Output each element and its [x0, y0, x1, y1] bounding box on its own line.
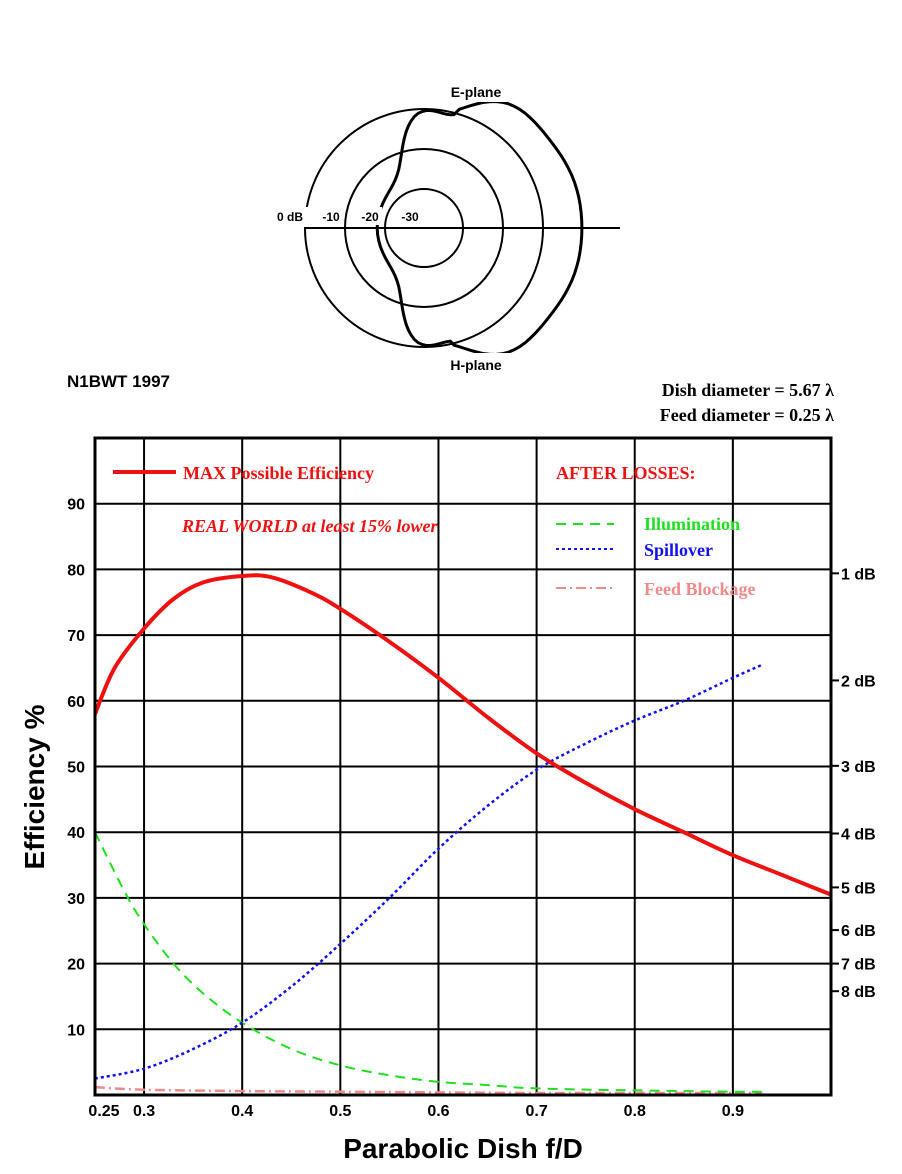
- legend-label-max: MAX Possible Efficiency: [183, 463, 374, 483]
- author-credit: N1BWT 1997: [67, 372, 170, 391]
- series-line-spillover: [94, 663, 763, 1080]
- db-tick-label: 3 dB: [841, 759, 876, 776]
- legend-label-feed-blockage: Feed Blockage: [644, 579, 755, 599]
- feed-pattern-diagram: E-plane H-plane 0 dB -10 -20 -30: [277, 80, 620, 375]
- y-tick-label: 60: [67, 694, 85, 711]
- y-tick-label: 90: [67, 497, 85, 514]
- y-axis-title: Efficiency %: [19, 704, 50, 869]
- ring-label-bg-3: [398, 207, 422, 225]
- x-tick-label: 0.8: [624, 1103, 646, 1120]
- series-line-illumination: [94, 831, 763, 1093]
- chart-series: [93, 573, 832, 1095]
- ring-label-bg-1: [318, 207, 342, 225]
- x-tick-labels: 0.25 0.3 0.4 0.5 0.6 0.7 0.8 0.9: [88, 1103, 744, 1120]
- y-tick-labels: 10 20 30 40 50 60 70 80 90: [67, 497, 85, 1040]
- x-tick-label: 0.4: [231, 1103, 253, 1120]
- x-axis-title: Parabolic Dish f/D: [343, 1133, 583, 1164]
- dish-diameter-note: Dish diameter = 5.67 λ: [662, 380, 834, 400]
- x-tick-label: 0.9: [722, 1103, 744, 1120]
- x-tick-label: 0.25: [88, 1103, 119, 1120]
- legend-label-illumination: Illumination: [644, 514, 740, 534]
- series-line-feed-blockage: [94, 1085, 763, 1095]
- db-tick-label: 6 dB: [841, 923, 876, 940]
- ring-label-30: -30: [401, 210, 419, 224]
- y-tick-label: 30: [67, 891, 85, 908]
- y-tick-label: 40: [67, 825, 85, 842]
- db-axis-labels: 1 dB 2 dB 3 dB 4 dB 5 dB 6 dB 7 dB 8 dB: [831, 566, 876, 1001]
- y-tick-label: 20: [67, 957, 85, 974]
- x-tick-label: 0.5: [329, 1103, 351, 1120]
- polar-pattern-curve: [375, 99, 584, 357]
- chart-grid: [95, 438, 831, 1095]
- ring-label-20: -20: [361, 210, 379, 224]
- feed-diameter-note: Feed diameter = 0.25 λ: [660, 405, 834, 425]
- series-line-max-possible-efficiency: [93, 573, 832, 897]
- h-plane-label-bg: [437, 353, 515, 375]
- x-tick-label: 0.3: [133, 1103, 155, 1120]
- db-tick-label: 8 dB: [841, 984, 876, 1001]
- x-tick-label: 0.6: [427, 1103, 449, 1120]
- ring-label-bg-0: [302, 207, 318, 227]
- ring-label-0db: 0 dB: [277, 210, 303, 224]
- y-tick-label: 70: [67, 628, 85, 645]
- x-tick-label: 0.7: [525, 1103, 547, 1120]
- db-tick-label: 5 dB: [841, 880, 876, 897]
- chart-legend: MAX Possible Efficiency AFTER LOSSES: RE…: [113, 463, 755, 599]
- db-tick-label: 1 dB: [841, 566, 876, 583]
- legend-real-world-note: REAL WORLD at least 15% lower: [181, 516, 439, 536]
- db-tick-label: 7 dB: [841, 957, 876, 974]
- db-tick-label: 4 dB: [841, 827, 876, 844]
- legend-heading-after-losses: AFTER LOSSES:: [556, 463, 696, 483]
- e-plane-label: E-plane: [451, 84, 502, 100]
- legend-label-spillover: Spillover: [644, 540, 713, 560]
- ring-label-bg-2: [358, 207, 382, 225]
- h-plane-label: H-plane: [450, 357, 502, 373]
- ring-label-10: -10: [322, 210, 340, 224]
- db-tick-label: 2 dB: [841, 673, 876, 690]
- e-plane-label-bg: [437, 80, 541, 102]
- y-tick-label: 50: [67, 760, 85, 777]
- y-tick-label: 80: [67, 562, 85, 579]
- y-tick-label: 10: [67, 1022, 85, 1039]
